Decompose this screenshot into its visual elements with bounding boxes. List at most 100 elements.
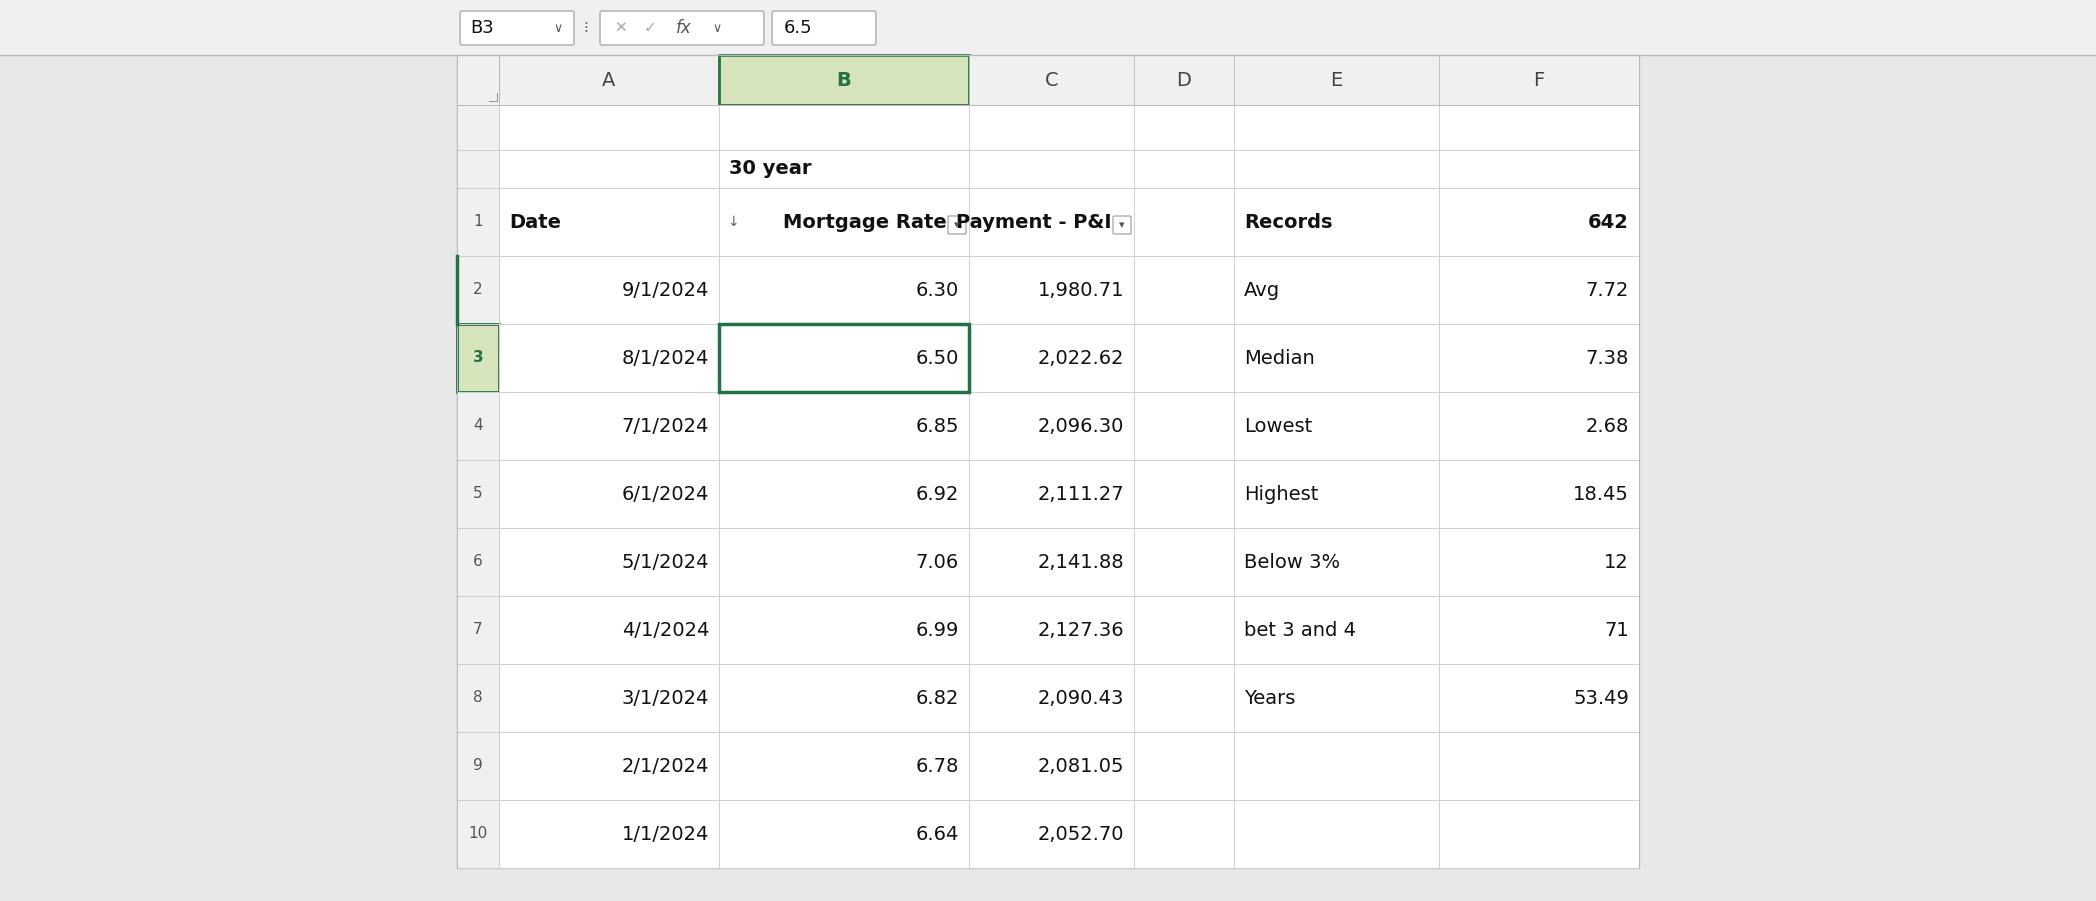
Text: 2/1/2024: 2/1/2024 xyxy=(623,757,708,776)
Text: 6.85: 6.85 xyxy=(916,416,960,435)
FancyBboxPatch shape xyxy=(599,11,765,45)
Bar xyxy=(457,256,499,324)
Bar xyxy=(968,55,1134,105)
Text: 1: 1 xyxy=(474,214,482,230)
Bar xyxy=(1134,55,1235,105)
Text: 6/1/2024: 6/1/2024 xyxy=(623,485,708,504)
Text: ▾: ▾ xyxy=(1119,220,1126,230)
Text: ↓: ↓ xyxy=(727,215,738,229)
Text: 2,096.30: 2,096.30 xyxy=(1038,416,1123,435)
Text: B: B xyxy=(836,70,851,89)
Text: 6.82: 6.82 xyxy=(916,688,960,707)
Text: 9: 9 xyxy=(474,759,482,773)
Text: F: F xyxy=(1534,70,1545,89)
Text: Lowest: Lowest xyxy=(1245,416,1312,435)
Text: 2,081.05: 2,081.05 xyxy=(1038,757,1123,776)
Text: Avg: Avg xyxy=(1245,280,1281,299)
Text: 2,127.36: 2,127.36 xyxy=(1038,621,1123,640)
Text: ∨: ∨ xyxy=(713,22,721,34)
Bar xyxy=(457,596,499,664)
Text: E: E xyxy=(1331,70,1344,89)
FancyBboxPatch shape xyxy=(459,11,574,45)
Text: D: D xyxy=(1176,70,1191,89)
Bar xyxy=(499,800,1639,868)
Bar xyxy=(457,460,499,528)
Text: ⁝: ⁝ xyxy=(583,21,589,35)
Text: ✓: ✓ xyxy=(643,21,656,35)
Text: 2,141.88: 2,141.88 xyxy=(1038,552,1123,571)
Bar xyxy=(0,0,2096,55)
Text: 3/1/2024: 3/1/2024 xyxy=(623,688,708,707)
Text: 2,090.43: 2,090.43 xyxy=(1038,688,1123,707)
Text: Payment - P&I: Payment - P&I xyxy=(956,213,1113,232)
Text: 6.99: 6.99 xyxy=(916,621,960,640)
Bar xyxy=(499,188,1639,256)
Text: 2,111.27: 2,111.27 xyxy=(1038,485,1123,504)
Text: 6: 6 xyxy=(474,554,482,569)
Text: 7.72: 7.72 xyxy=(1587,280,1629,299)
Bar xyxy=(457,800,499,868)
Text: 2,052.70: 2,052.70 xyxy=(1038,824,1123,843)
Bar xyxy=(457,150,499,188)
Text: 8/1/2024: 8/1/2024 xyxy=(623,349,708,368)
Bar xyxy=(499,460,1639,528)
Text: 7.38: 7.38 xyxy=(1587,349,1629,368)
Text: 7/1/2024: 7/1/2024 xyxy=(623,416,708,435)
Text: 5/1/2024: 5/1/2024 xyxy=(623,552,708,571)
Bar xyxy=(1440,55,1639,105)
Text: 2: 2 xyxy=(474,283,482,297)
Bar xyxy=(499,392,1639,460)
Bar xyxy=(499,150,1639,188)
Text: Highest: Highest xyxy=(1245,485,1318,504)
Text: Mortgage Rate: Mortgage Rate xyxy=(784,213,947,232)
Text: 4: 4 xyxy=(474,418,482,433)
Text: 6.50: 6.50 xyxy=(916,349,960,368)
Text: 12: 12 xyxy=(1603,552,1629,571)
Text: fx: fx xyxy=(677,19,692,37)
Text: 6.78: 6.78 xyxy=(916,757,960,776)
Text: 6.64: 6.64 xyxy=(916,824,960,843)
Bar xyxy=(1235,55,1440,105)
Bar xyxy=(457,324,499,392)
Text: 9/1/2024: 9/1/2024 xyxy=(623,280,708,299)
Text: 7.06: 7.06 xyxy=(916,552,960,571)
Text: 6.92: 6.92 xyxy=(916,485,960,504)
Text: 2.68: 2.68 xyxy=(1587,416,1629,435)
Bar xyxy=(499,55,719,105)
Bar xyxy=(719,55,968,105)
Text: Years: Years xyxy=(1245,688,1295,707)
Bar xyxy=(457,528,499,596)
Text: A: A xyxy=(602,70,616,89)
Text: 3: 3 xyxy=(474,350,484,366)
Text: Below 3%: Below 3% xyxy=(1245,552,1339,571)
Text: Date: Date xyxy=(509,213,562,232)
Bar xyxy=(457,392,499,460)
Text: ∨: ∨ xyxy=(553,22,562,34)
Bar xyxy=(719,324,968,392)
Text: 18.45: 18.45 xyxy=(1574,485,1629,504)
Text: 1,980.71: 1,980.71 xyxy=(1038,280,1123,299)
Bar xyxy=(457,188,499,256)
Text: 10: 10 xyxy=(467,826,488,842)
Text: 6.50: 6.50 xyxy=(916,349,960,368)
Bar xyxy=(499,528,1639,596)
FancyBboxPatch shape xyxy=(947,216,966,234)
Text: 8: 8 xyxy=(474,690,482,705)
Bar xyxy=(499,664,1639,732)
Text: 6.5: 6.5 xyxy=(784,19,813,37)
Bar xyxy=(457,664,499,732)
FancyBboxPatch shape xyxy=(1113,216,1132,234)
Text: 6.30: 6.30 xyxy=(916,280,960,299)
Bar xyxy=(499,324,1639,392)
Text: ▾: ▾ xyxy=(954,220,960,230)
Text: B3: B3 xyxy=(470,19,495,37)
Text: Median: Median xyxy=(1245,349,1314,368)
Text: ✕: ✕ xyxy=(614,21,627,35)
Text: 30 year: 30 year xyxy=(729,159,811,178)
Bar xyxy=(457,105,499,150)
Text: 7: 7 xyxy=(474,623,482,638)
Bar xyxy=(457,55,1639,868)
Bar xyxy=(499,732,1639,800)
Bar xyxy=(457,55,499,105)
Bar xyxy=(499,256,1639,324)
